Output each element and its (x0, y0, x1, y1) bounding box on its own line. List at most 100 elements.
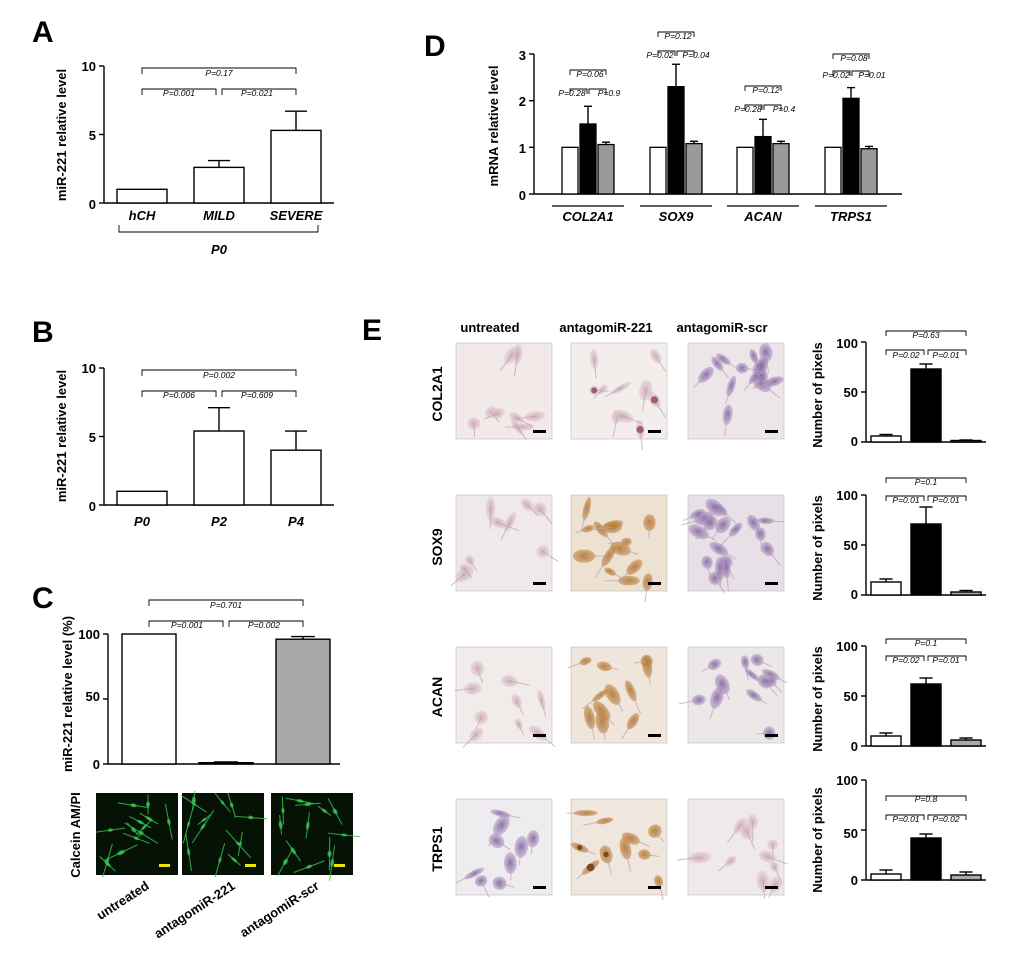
chart-e1-bar-2 (950, 591, 982, 596)
micrograph-process-2-2-11 (751, 674, 769, 689)
chart-e0-ytick-0: 0 (851, 434, 858, 449)
micrograph-process-2-2-2 (770, 674, 788, 684)
chart-e3-ytick-1: 50 (844, 826, 858, 841)
chart-e0-ylabel: Number of pixels (810, 342, 825, 447)
micrograph-process-1-1-11 (595, 555, 610, 578)
chart-d-bar-3-2 (860, 148, 878, 195)
panel-e-row-label-1: SOX9 (429, 528, 445, 566)
chart-a-pval-2: P=0.17 (205, 68, 232, 78)
micrograph-process-1-0-6 (463, 568, 473, 579)
chart-c-bar-2 (275, 638, 331, 765)
chart-b-xtick-2: P4 (288, 514, 305, 529)
calcein-process-2-10 (327, 798, 343, 825)
chart-c-col-label-2: antagomiR-scr (237, 878, 322, 940)
chart-a-bracket-0 (141, 88, 217, 95)
micrograph-process-2-1-2 (630, 690, 641, 715)
micrograph-process-1-1-6 (620, 548, 638, 555)
chart-d-bar-0-0 (561, 146, 579, 195)
micrograph-process-1-2-9 (712, 524, 724, 539)
chart-e3-bracket-1 (927, 814, 967, 820)
micrograph-process-1-0-1 (539, 508, 553, 525)
chart-a: miR-221 relative level 0 5 10 hCH MILD S… (54, 59, 323, 257)
chart-e-col2a1: Number of pixels 0 50 100 P=0.02 P=0.01 … (810, 330, 960, 449)
micrograph-process-3-0-7 (530, 838, 534, 855)
micrograph-cell-0-0-5 (467, 417, 481, 430)
micrograph-process-1-2-7 (725, 568, 730, 592)
micrograph-process-3-2-6 (767, 856, 789, 865)
calcein-process-1-2 (182, 804, 195, 844)
calcein-process-1-11 (225, 829, 251, 858)
calcein-process-0-0 (122, 832, 150, 844)
micrograph-process-1-1-5 (609, 571, 623, 579)
micrograph-process-1-2-3 (683, 513, 698, 522)
chart-e1-bracket-2 (885, 477, 967, 483)
micrograph-cell-3-0-1 (474, 875, 488, 887)
micrograph-cell-1-1-3 (582, 497, 592, 521)
chart-c-pval-1: P=0.002 (248, 620, 280, 630)
chart-e3-pval-2: P=0.8 (915, 794, 938, 804)
chart-c-col-label-0: untreated (94, 878, 152, 923)
chart-e1-bracket-1 (927, 495, 967, 501)
micrograph-process-0-1-9 (622, 415, 643, 424)
chart-e2-ytick-2: 100 (836, 639, 858, 654)
micrograph-process-1-0-8 (469, 560, 478, 572)
chart-d-bracket-3-1 (851, 70, 870, 76)
chart-e1-bracket-0 (885, 495, 925, 501)
micrograph-process-1-1-9 (644, 581, 649, 603)
chart-b-pval-1: P=0.609 (241, 390, 273, 400)
chart-e2-ytick-1: 50 (844, 689, 858, 704)
micrograph-process-0-2-6 (716, 363, 729, 379)
chart-d-ytick-2: 2 (519, 94, 526, 109)
calcein-process-1-5 (227, 853, 241, 866)
micrograph-process-1-1-2 (600, 529, 613, 544)
micrograph-process-3-1-8 (583, 820, 605, 826)
micrograph-process-3-0-1 (480, 880, 490, 898)
micrograph-process-1-2-14 (695, 522, 711, 540)
micrograph-process-2-1-5 (601, 721, 606, 741)
chart-a-ylabel: miR-221 relative level (54, 69, 69, 201)
chart-d-bracket-1-1 (676, 50, 695, 56)
chart-e0-bracket-0 (885, 349, 925, 355)
panel-e-col-header-0: untreated (460, 320, 519, 335)
chart-a-group-bracket (118, 225, 319, 233)
micrograph-process-2-2-9 (709, 697, 718, 720)
scale-bar-0-1 (648, 430, 661, 433)
chart-d-pval-3-0: P=0.02 (822, 70, 849, 80)
calcein-process-0-10 (164, 803, 173, 840)
chart-e3-ylabel: Number of pixels (810, 787, 825, 892)
chart-d-ylabel: mRNA relative level (486, 66, 501, 187)
chart-e2-pval-1: P=0.01 (932, 655, 959, 665)
calcein-process-0-1 (102, 843, 113, 878)
micrograph-process-3-1-3 (644, 853, 660, 858)
chart-d-bracket-0-1 (588, 88, 607, 94)
calcein-process-2-4 (295, 802, 321, 806)
calcein-process-2-7 (317, 805, 332, 817)
chart-e-sox9: Number of pixels 0 50 100 P=0.01 P=0.01 … (810, 477, 960, 602)
scale-bar-2-2 (765, 734, 778, 737)
chart-b-ytick-2: 10 (82, 361, 96, 376)
calcein-process-1-7 (214, 792, 231, 813)
micrograph-process-3-1-9 (658, 881, 664, 901)
chart-e0-bar-0 (870, 435, 902, 443)
micrograph-process-1-0-0 (500, 521, 511, 540)
chart-b-ytick-1: 5 (89, 430, 96, 445)
chart-e0-ytick-1: 50 (844, 385, 858, 400)
micrograph-process-3-1-1 (579, 847, 596, 855)
micrograph-process-2-0-1 (509, 680, 530, 686)
micrograph-process-2-0-5 (454, 688, 473, 691)
chart-d-bar-1-1 (667, 86, 685, 195)
micrograph-process-0-2-13 (753, 381, 775, 389)
micrograph-process-2-1-10 (633, 660, 647, 664)
chart-e0-bracket-2 (885, 330, 967, 336)
chart-c-bar-0 (121, 633, 177, 765)
chart-a-ytick-2: 10 (82, 59, 96, 74)
chart-d: mRNA relative level 0 1 2 3 COL2A1 SOX9 … (486, 31, 886, 224)
chart-e2-bracket-0 (885, 655, 925, 661)
micrograph-process-3-0-6 (499, 882, 515, 888)
micrograph-process-0-1-4 (593, 359, 597, 379)
chart-c-bracket-2 (148, 599, 304, 606)
chart-b-bracket-2 (141, 369, 297, 376)
micrograph-process-3-0-2 (500, 813, 521, 819)
micrograph-process-0-0-1 (499, 355, 513, 371)
